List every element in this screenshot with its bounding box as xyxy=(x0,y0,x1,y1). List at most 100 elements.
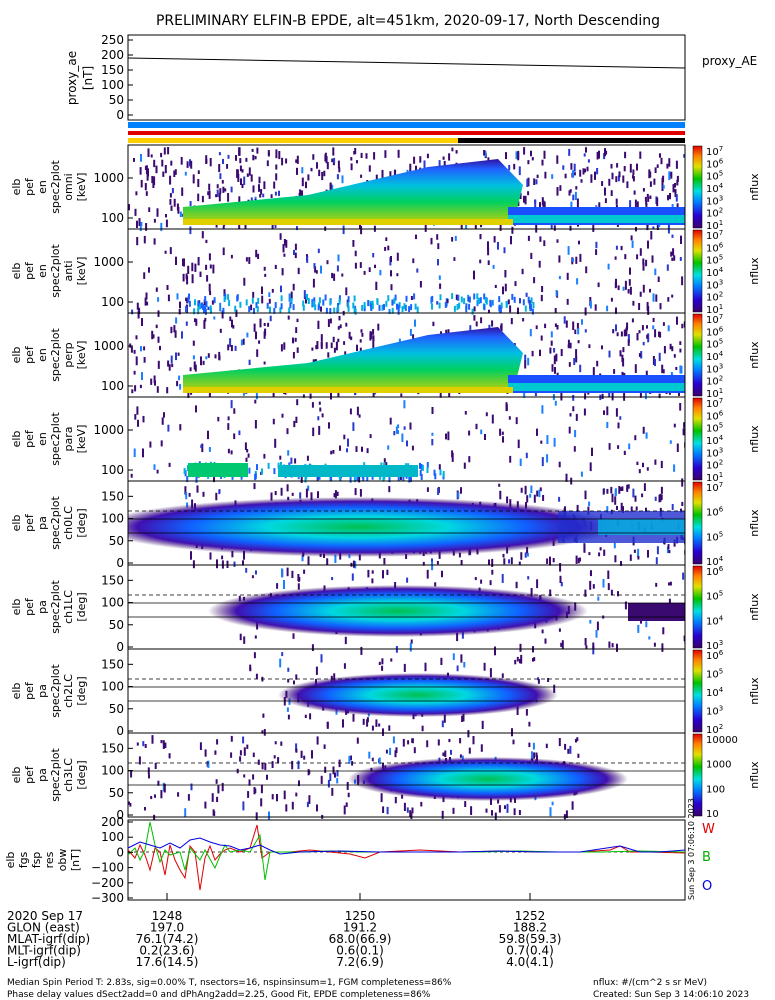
colorbar-label: nflux xyxy=(748,257,761,285)
ephemeris-value: 0.7(0.4) xyxy=(506,944,554,958)
fgs-tick-label: −100 xyxy=(91,861,124,875)
ephemeris-row-label: 2020 Sep 17 xyxy=(7,909,83,923)
heatmap-ylabel: ch0LC xyxy=(62,506,75,540)
colorbar-tick-label: 107 xyxy=(706,145,723,158)
heatmap-panel-pef-pa-ch2: 150 100 50 0 elb pef pa spec2plot ch2LC [deg] 106 1… xyxy=(10,648,761,738)
colorbar-tick-label: 106 xyxy=(706,409,724,422)
colorbar-tick-label: 102 xyxy=(706,375,723,388)
colorbar-label: nflux xyxy=(748,593,761,621)
ephemeris-value: 191.2 xyxy=(343,921,377,935)
footer-right-2: Created: Sun Sep 3 14:06:10 2023 xyxy=(593,990,749,1000)
colorbar-label: nflux xyxy=(748,509,761,537)
heatmap-ylabel: para xyxy=(62,427,75,452)
heatmap-ylabel: spec2plot xyxy=(49,496,62,550)
heatmap-ylabel: elb xyxy=(10,599,23,616)
ephemeris-row-label: GLON (east) xyxy=(7,921,80,935)
heatmap-ylabel: spec2plot xyxy=(49,160,62,214)
colorbar-tick-label: 105 xyxy=(706,668,723,681)
heatmap-panel-pef-pa-ch3: 150 100 50 0 elb pef pa spec2plot ch3LC [deg] 1000… xyxy=(10,732,761,822)
ephemeris-value: 188.2 xyxy=(513,921,547,935)
pitch-angle-distribution xyxy=(128,497,618,557)
fgs-tick-label: −200 xyxy=(91,876,124,890)
pitch-angle-distribution xyxy=(348,757,628,801)
heatmap-ylabel: omni xyxy=(62,173,75,200)
heatmap-ylabel: ch3LC xyxy=(62,758,75,792)
colorbar-tick-label: 103 xyxy=(706,446,723,459)
heatmap-panel-pef-pa-ch0: 150 100 50 0 elb pef pa spec2plot ch0LC [deg] 107 1… xyxy=(10,480,761,572)
heatmap-ylabel: pef xyxy=(23,429,36,448)
fgs-o-line xyxy=(127,837,686,855)
colorbar-tick-label: 10000 xyxy=(706,735,738,746)
heatmap-ylabel: pa xyxy=(36,600,49,614)
colorbar xyxy=(692,397,703,481)
footer-line-2: Phase delay values dSect2add=0 and dPhAn… xyxy=(7,990,431,1000)
heatmap-tick-label: 50 xyxy=(109,786,124,800)
heatmap-tick-label: 100 xyxy=(101,295,124,309)
proxy-ae-tick-label: 100 xyxy=(101,78,124,92)
fgs-tick-label: 200 xyxy=(101,815,124,829)
heatmap-panel-pef-pa-ch1: 150 100 50 0 elb pef pa spec2plot ch1LC [deg] 106 1… xyxy=(10,564,761,656)
heatmap-ylabel: pef xyxy=(23,177,36,196)
colorbar-tick-label: 102 xyxy=(706,207,723,220)
heatmap-ylabel: [keV] xyxy=(75,425,88,454)
colorbar-tick-label: 106 xyxy=(706,565,724,578)
heatmap-ylabel: elb xyxy=(10,515,23,532)
heatmap-ylabel: [keV] xyxy=(75,173,88,202)
ephemeris-value: 1250 xyxy=(345,909,376,923)
heatmap-ylabel: elb xyxy=(10,263,23,280)
heatmap-tick-label: 0 xyxy=(116,640,124,654)
colorbar-tick-label: 104 xyxy=(706,182,724,195)
pitch-angle-distribution xyxy=(278,673,558,717)
heatmap-ylabel: pef xyxy=(23,261,36,280)
footer-right-1: nflux: #/(cm^2 s sr MeV) xyxy=(593,978,707,988)
heatmap-ylabel: pa xyxy=(36,768,49,782)
colorbar-tick-label: 105 xyxy=(706,422,723,435)
heatmap-ylabel: pef xyxy=(23,681,36,700)
colorbar-tick-label: 106 xyxy=(706,325,724,338)
energy-spectrum-band xyxy=(183,159,523,225)
fgs-w-line xyxy=(127,824,686,891)
colorbar-tick-label: 103 xyxy=(706,194,723,207)
heatmap-ylabel: pef xyxy=(23,597,36,616)
orbit-status-bars xyxy=(128,122,685,143)
heatmap-tick-label: 100 xyxy=(101,379,124,393)
colorbar-label: nflux xyxy=(748,341,761,369)
heatmap-ylabel: [keV] xyxy=(75,257,88,286)
colorbar-tick-label: 106 xyxy=(706,506,724,519)
proxy-ae-tick-label: 0 xyxy=(116,108,124,122)
black-status-bar xyxy=(458,138,685,143)
heatmap-tick-label: 1000 xyxy=(93,339,124,353)
heatmap-ylabel: elb xyxy=(10,683,23,700)
ephemeris-value: 197.0 xyxy=(150,921,184,935)
heatmap-ylabel: spec2plot xyxy=(49,580,62,634)
colorbar-tick-label: 106 xyxy=(706,241,724,254)
colorbar-tick-label: 105 xyxy=(706,254,723,267)
proxy-ae-tick-label: 250 xyxy=(101,33,124,47)
heatmap-tick-label: 50 xyxy=(109,534,124,548)
colorbar-tick-label: 105 xyxy=(706,530,723,543)
colorbar xyxy=(692,229,703,313)
figure-title: PRELIMINARY ELFIN-B EPDE, alt=451km, 202… xyxy=(156,13,660,29)
ephemeris-value: 0.6(0.1) xyxy=(336,944,384,958)
colorbar-tick-label: 105 xyxy=(706,338,723,351)
fgs-ylabel: res xyxy=(43,851,56,868)
heatmap-tick-label: 100 xyxy=(101,512,124,526)
heatmap-tick-label: 0 xyxy=(116,724,124,738)
heatmap-ylabel: [deg] xyxy=(75,592,88,621)
colorbar xyxy=(692,313,703,397)
heatmap-tick-label: 150 xyxy=(101,573,124,587)
heatmap-ylabel: pef xyxy=(23,765,36,784)
para-band xyxy=(188,463,248,477)
proxy-ae-series-line xyxy=(127,57,686,69)
proxy-ae-ylabel: proxy_ae xyxy=(65,51,79,105)
ephemeris-row-label: MLT-igrf(dip) xyxy=(7,944,81,958)
heatmap-ylabel: pa xyxy=(36,516,49,530)
heatmap-ylabel: ch1LC xyxy=(62,590,75,624)
ephemeris-value: 59.8(59.3) xyxy=(499,932,562,946)
colorbar xyxy=(692,481,703,565)
colorbar-label: nflux xyxy=(748,677,761,705)
heatmap-ylabel: anti xyxy=(62,260,75,281)
